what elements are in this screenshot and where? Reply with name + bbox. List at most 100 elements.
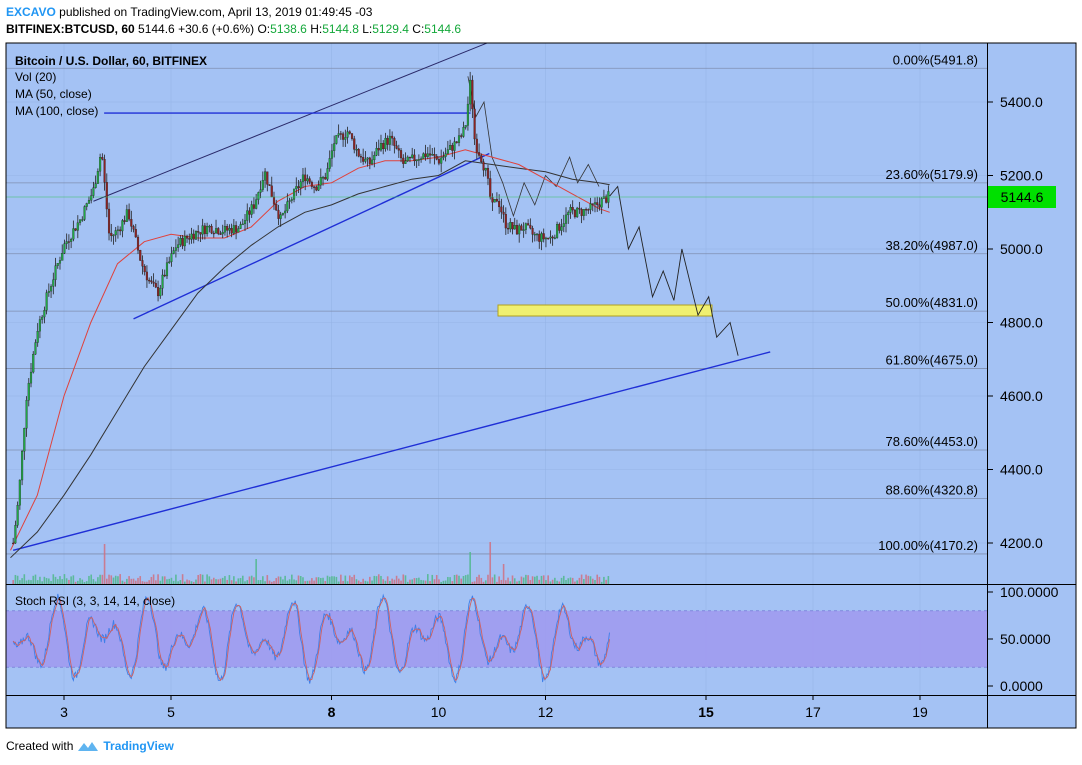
volume-bar [511, 575, 514, 584]
volume-bar [228, 575, 231, 584]
candle-body [107, 208, 111, 234]
volume-bar [21, 578, 23, 584]
volume-bar [409, 579, 411, 584]
volume-bar [406, 581, 409, 584]
candle-body [388, 135, 391, 145]
volume-bar [527, 575, 529, 584]
volume-bar [442, 580, 445, 584]
last-price-marker: 5144.6 [988, 186, 1056, 208]
volume-bar [70, 576, 72, 584]
volume-bar [402, 574, 405, 584]
candle-body [246, 210, 249, 221]
volume-bar [16, 575, 19, 584]
candle-body [353, 138, 356, 150]
candle-body [431, 154, 434, 156]
candle-body [136, 236, 140, 251]
candle-body [576, 207, 579, 218]
volume-bar [184, 581, 186, 584]
candle-body [304, 174, 307, 182]
candle-body [313, 186, 316, 188]
candle-body [466, 103, 469, 126]
volume-bar [273, 581, 275, 584]
candle-body [212, 232, 215, 235]
candle-body [25, 400, 28, 429]
volume-bar [304, 581, 306, 584]
volume-bar [94, 581, 97, 584]
tradingview-link[interactable]: TradingView [103, 739, 174, 753]
volume-bar [427, 574, 429, 584]
volume-bar [235, 581, 237, 584]
volume-bar [139, 576, 142, 584]
volume-bar [241, 575, 244, 584]
volume-bar [591, 578, 594, 584]
candle-body [364, 158, 367, 162]
volume-bar [587, 575, 590, 584]
candle-body [511, 222, 514, 230]
volume-bar [580, 574, 583, 584]
candle-body [230, 228, 233, 234]
candle-body [286, 201, 289, 212]
volume-bar [48, 578, 50, 584]
candle-body [502, 211, 505, 215]
volume-bar [571, 577, 574, 584]
volume-bar [484, 580, 487, 584]
author-name[interactable]: EXCAVO [6, 5, 56, 19]
candle-body [442, 156, 445, 159]
high-label: H: [310, 22, 323, 36]
volume-bar [259, 580, 262, 584]
candle-body [63, 243, 66, 254]
fib-level-label: 23.60%(5179.9) [885, 167, 978, 182]
volume-bar [458, 575, 460, 584]
candle-body [308, 178, 311, 183]
volume-bar [476, 576, 478, 584]
candle-body [560, 226, 563, 231]
candle-body [128, 209, 131, 220]
volume-bar [373, 575, 376, 584]
trendline [12, 351, 771, 552]
volume-bar [150, 576, 153, 584]
candle-body [596, 202, 599, 205]
candle-body [99, 157, 102, 172]
candle-body [415, 159, 418, 162]
volume-bar [308, 580, 311, 584]
volume-bar [545, 580, 547, 584]
volume-bar [576, 580, 578, 584]
volume-bar [19, 580, 21, 584]
candle-body [165, 262, 169, 277]
price-chart[interactable]: 0.00%(5491.8) 23.60%(5179.9) 38.20%(4987.0… [0, 0, 1082, 735]
volume-bar [159, 580, 162, 584]
volume-bar [324, 581, 327, 584]
time-tick-label: 5 [167, 704, 175, 720]
volume-bar [302, 577, 304, 584]
volume-bar [152, 574, 155, 584]
candle-body [203, 225, 206, 235]
candle-body [143, 266, 146, 273]
volume-bar [489, 542, 492, 584]
candle-body [321, 177, 325, 179]
price-tick-label: 5200.0 [1000, 168, 1043, 184]
low-label: L: [362, 22, 373, 36]
candle-body [328, 158, 331, 169]
candle-body [375, 148, 378, 156]
candle-body [337, 133, 340, 136]
volume-bar [411, 579, 413, 584]
candle-body [478, 152, 481, 156]
candle-body [43, 310, 46, 318]
candle-body [92, 187, 95, 196]
candle-body [105, 182, 108, 210]
candle-body [446, 149, 449, 154]
volume-bar [433, 579, 436, 584]
candle-body [348, 131, 351, 134]
volume-bar [438, 579, 440, 584]
close-label: C: [412, 22, 425, 36]
volume-bar [246, 580, 249, 584]
candle-body [571, 207, 574, 211]
fibonacci-levels: 0.00%(5491.8) 23.60%(5179.9) 38.20%(4987.0… [6, 52, 987, 555]
volume-bar [322, 577, 324, 584]
volume-bar [297, 575, 300, 584]
candle-body [79, 219, 82, 223]
time-axis-background [6, 696, 987, 728]
candle-body [509, 222, 512, 230]
volume-bar [478, 574, 480, 584]
volume-bar [493, 574, 496, 584]
